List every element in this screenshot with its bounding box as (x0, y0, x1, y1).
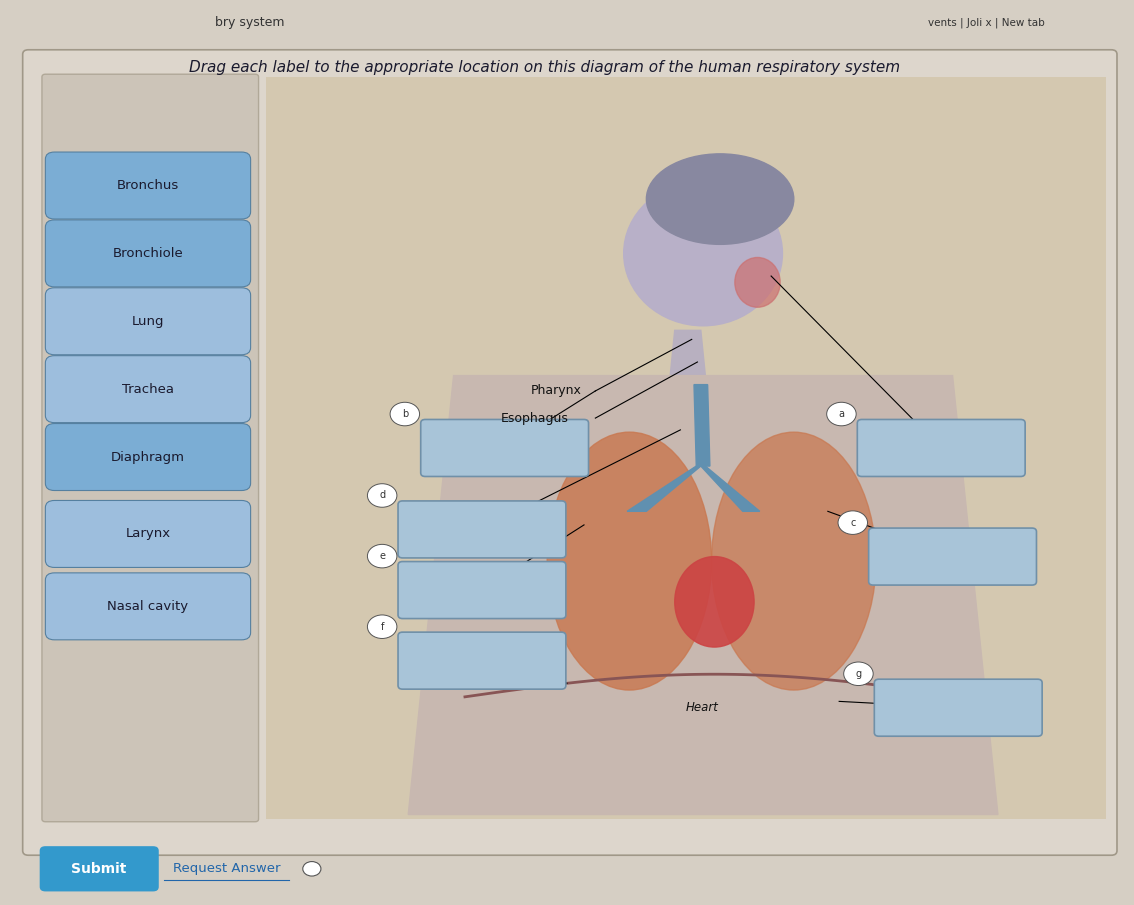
Ellipse shape (547, 433, 712, 690)
Text: d: d (379, 491, 386, 500)
Text: Request Answer: Request Answer (174, 862, 280, 875)
Text: Trachea: Trachea (122, 383, 174, 395)
FancyBboxPatch shape (874, 679, 1042, 737)
Text: Diaphragm: Diaphragm (111, 451, 185, 463)
FancyBboxPatch shape (42, 74, 259, 822)
Text: Esophagus: Esophagus (501, 412, 569, 424)
FancyBboxPatch shape (398, 632, 566, 690)
FancyBboxPatch shape (40, 846, 159, 891)
Polygon shape (701, 466, 760, 511)
Text: Bronchiole: Bronchiole (112, 247, 184, 260)
FancyBboxPatch shape (45, 356, 251, 423)
FancyBboxPatch shape (398, 561, 566, 619)
Ellipse shape (735, 258, 780, 308)
Circle shape (367, 615, 397, 638)
Ellipse shape (712, 433, 875, 690)
Circle shape (367, 483, 397, 507)
Circle shape (844, 662, 873, 686)
Text: Pharynx: Pharynx (531, 385, 582, 397)
Text: Heart: Heart (686, 701, 719, 714)
Text: c: c (850, 518, 855, 528)
Text: bry system: bry system (214, 16, 285, 29)
Text: Bronchus: Bronchus (117, 179, 179, 192)
FancyBboxPatch shape (45, 288, 251, 355)
Circle shape (838, 510, 868, 534)
Text: b: b (401, 409, 408, 419)
FancyBboxPatch shape (45, 152, 251, 219)
Circle shape (827, 402, 856, 426)
Polygon shape (408, 376, 998, 814)
Text: Larynx: Larynx (126, 528, 170, 540)
Text: Nasal cavity: Nasal cavity (108, 600, 188, 613)
Circle shape (390, 402, 420, 426)
FancyBboxPatch shape (857, 420, 1025, 476)
Text: a: a (838, 409, 845, 419)
FancyBboxPatch shape (45, 573, 251, 640)
FancyBboxPatch shape (398, 501, 566, 557)
FancyBboxPatch shape (266, 77, 1106, 819)
Text: vents | Joli x | New tab: vents | Joli x | New tab (929, 17, 1044, 28)
FancyBboxPatch shape (45, 424, 251, 491)
FancyBboxPatch shape (869, 529, 1036, 586)
Polygon shape (694, 385, 710, 466)
Ellipse shape (624, 181, 782, 326)
Text: g: g (855, 669, 862, 679)
Text: e: e (379, 551, 386, 561)
Polygon shape (627, 466, 701, 511)
FancyBboxPatch shape (45, 220, 251, 287)
Text: Lung: Lung (132, 315, 164, 328)
FancyBboxPatch shape (45, 500, 251, 567)
FancyBboxPatch shape (23, 50, 1117, 855)
Circle shape (367, 544, 397, 568)
Circle shape (303, 862, 321, 876)
Text: Submit: Submit (71, 862, 126, 876)
FancyBboxPatch shape (421, 420, 589, 476)
Text: Drag each label to the appropriate location on this diagram of the human respira: Drag each label to the appropriate locat… (188, 61, 900, 75)
Ellipse shape (646, 154, 794, 244)
Polygon shape (670, 330, 705, 376)
Ellipse shape (675, 557, 754, 647)
Text: f: f (381, 622, 383, 632)
